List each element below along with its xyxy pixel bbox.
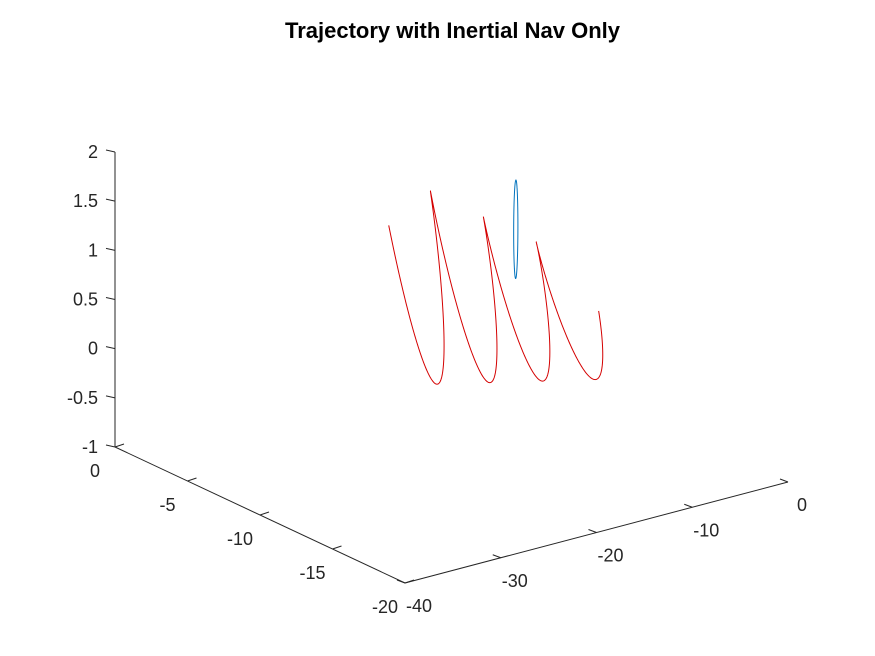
series-inertial-line bbox=[388, 190, 604, 385]
z-tick-label: 2 bbox=[88, 142, 98, 162]
y-tick-label: -20 bbox=[372, 597, 398, 617]
z-tick-label: 0 bbox=[88, 339, 98, 359]
z-tick bbox=[105, 198, 116, 202]
series-loop-line bbox=[513, 179, 519, 280]
axes bbox=[114, 152, 789, 584]
y-tick bbox=[114, 443, 125, 448]
y-tick bbox=[404, 579, 415, 584]
series-group bbox=[388, 179, 604, 385]
x-tick bbox=[684, 503, 693, 508]
z-tick-label: 0.5 bbox=[73, 290, 98, 310]
z-tick bbox=[105, 247, 116, 251]
chart-title: Trajectory with Inertial Nav Only bbox=[285, 18, 620, 43]
x-tick bbox=[588, 529, 597, 533]
y-tick-label: -10 bbox=[227, 529, 253, 549]
y-tick-label: -15 bbox=[299, 563, 325, 583]
y-tick-label: 0 bbox=[90, 461, 100, 481]
z-tick-label: -1 bbox=[82, 437, 98, 457]
y-tick bbox=[259, 511, 270, 516]
z-tick bbox=[105, 297, 116, 300]
x-tick-label: -10 bbox=[693, 520, 719, 540]
x-tick bbox=[779, 478, 789, 483]
y-tick bbox=[187, 477, 197, 482]
z-tick bbox=[105, 149, 116, 153]
ticks: -40 -30 -20 -10 0 0 -5 -10 -15 -20 2 1.5 1 0.5 0 -0.5 -1 bbox=[67, 142, 807, 617]
x-tick bbox=[396, 579, 406, 584]
x-tick-label: 0 bbox=[797, 495, 807, 515]
y-tick-label: -5 bbox=[159, 495, 175, 515]
x-tick-label: -30 bbox=[502, 571, 528, 591]
z-tick bbox=[105, 395, 116, 399]
x-tick bbox=[492, 554, 501, 559]
z-tick bbox=[105, 444, 116, 448]
y-tick bbox=[332, 545, 342, 550]
x-tick-label: -20 bbox=[597, 546, 623, 566]
z-tick bbox=[105, 346, 116, 350]
z-tick-label: 1 bbox=[88, 240, 98, 260]
x-tick-label: -40 bbox=[406, 596, 432, 616]
z-tick-label: -0.5 bbox=[67, 388, 98, 408]
z-tick-label: 1.5 bbox=[73, 191, 98, 211]
